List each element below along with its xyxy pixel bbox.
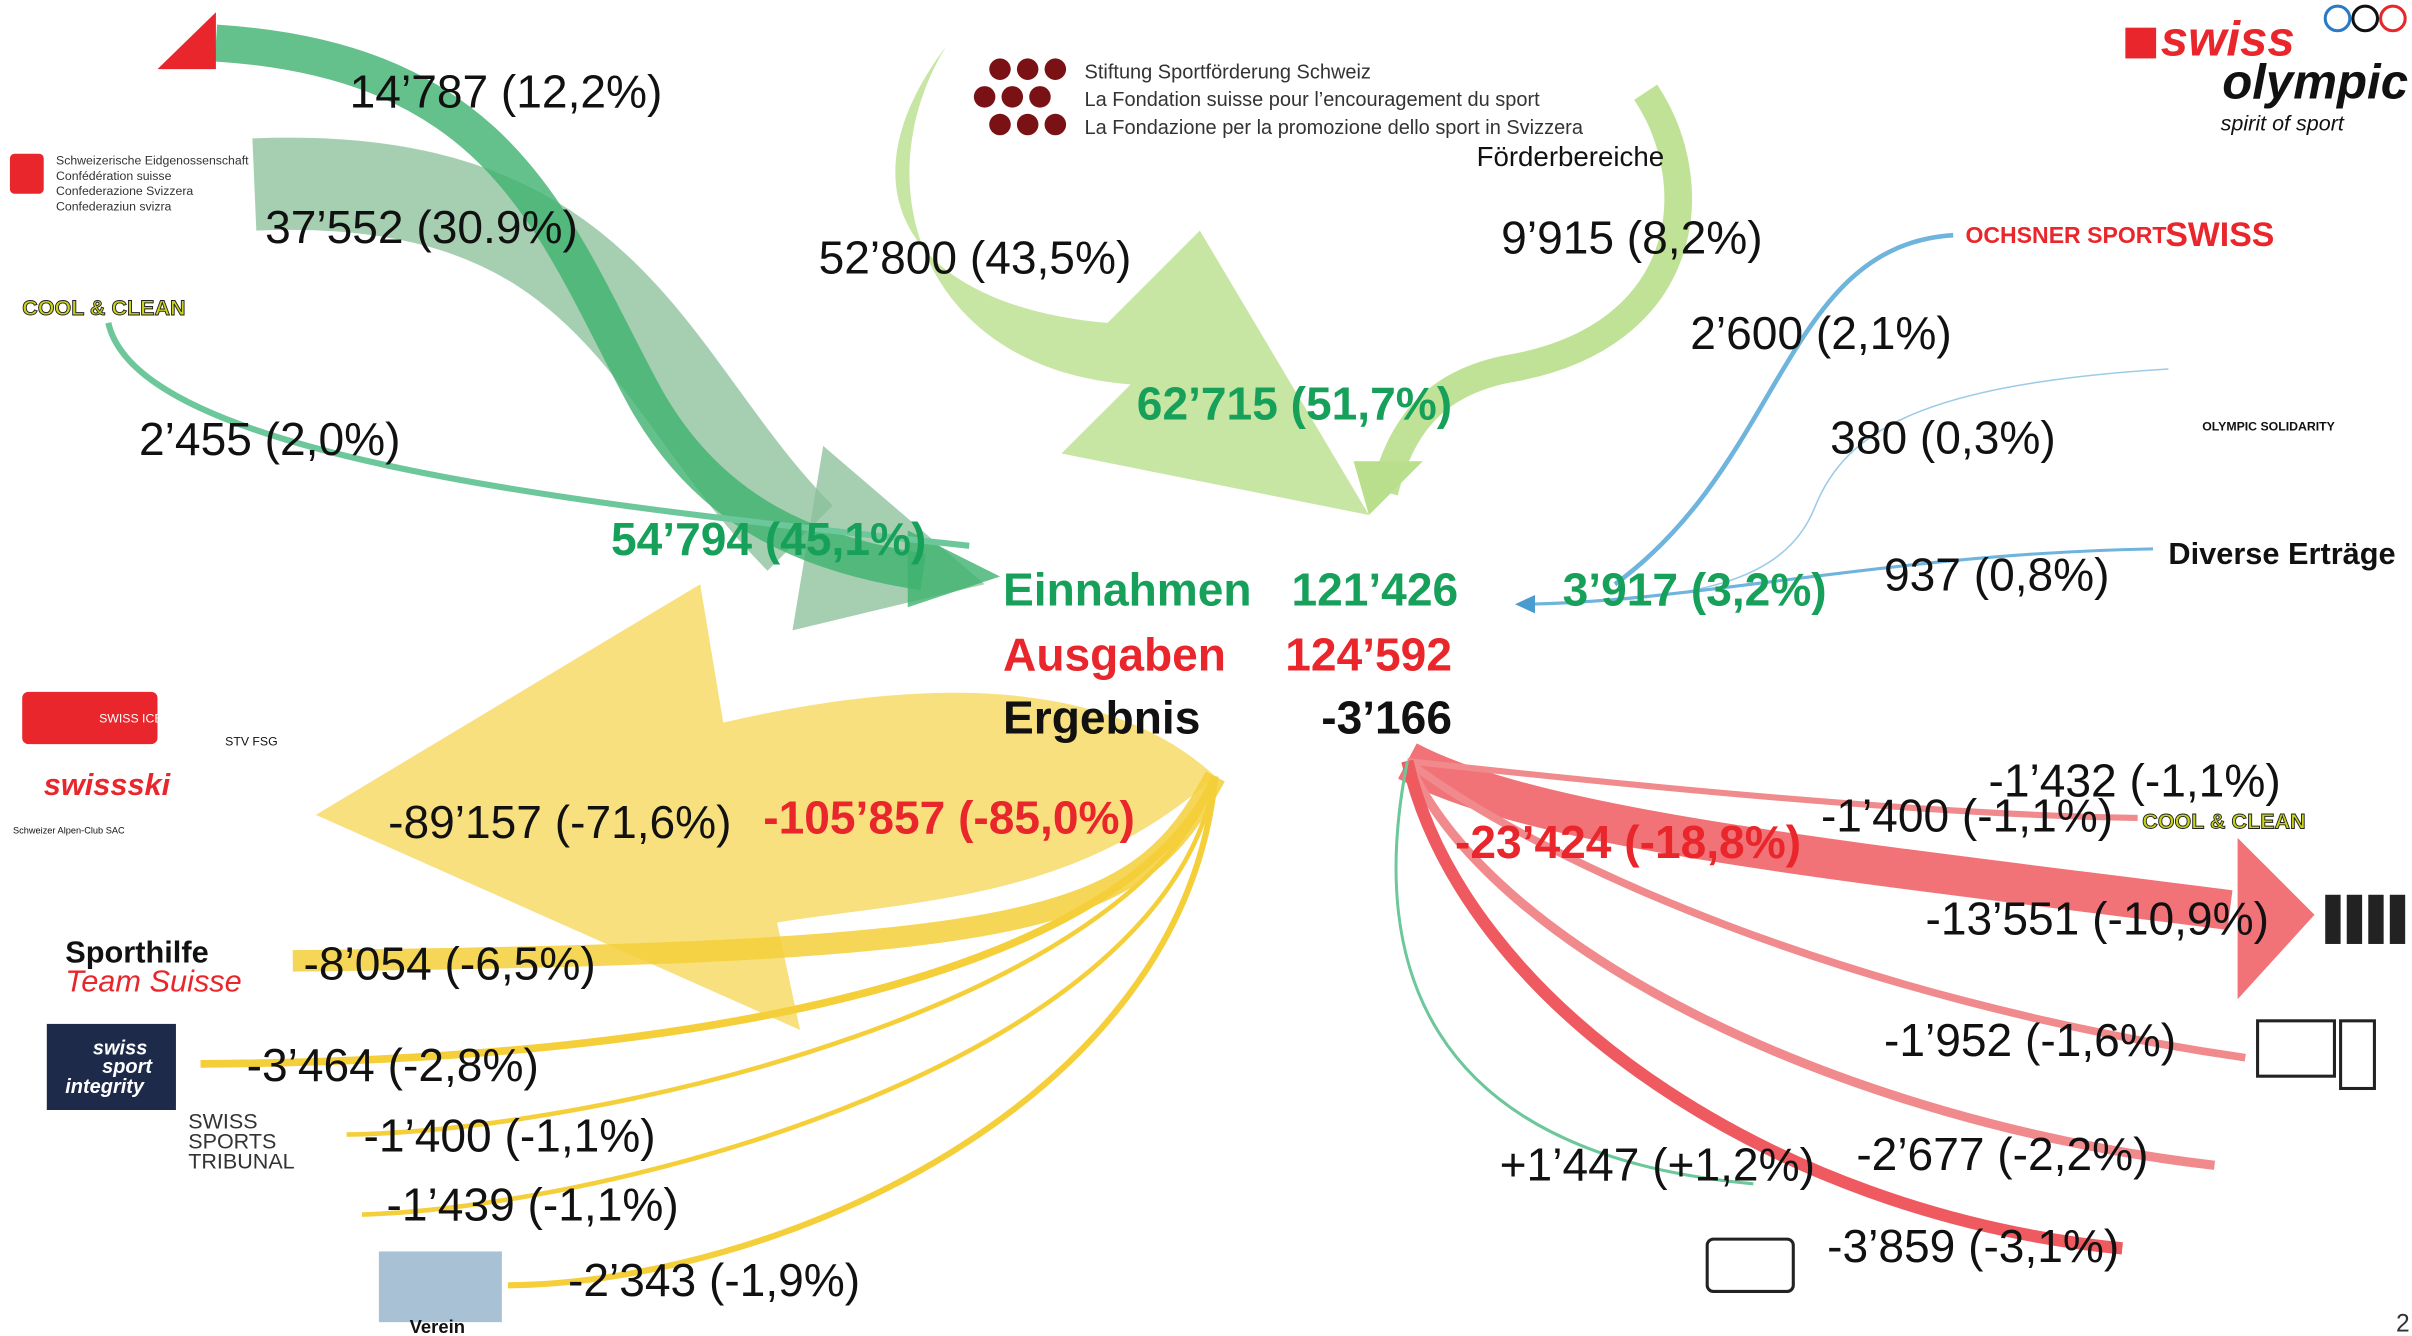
logo-text: STV FSG (225, 735, 278, 749)
logo-text: integrity (65, 1076, 145, 1098)
summary-value: -3’166 (1321, 691, 1452, 743)
logo-text: Confédération suisse (56, 169, 172, 183)
logo-text: swissski (44, 767, 172, 802)
flow-label: 52’800 (43,5%) (819, 232, 1132, 284)
summary-value: 124’592 (1285, 628, 1452, 680)
flow-label: -89’157 (-71,6%) (388, 796, 731, 848)
flow-label: 2’600 (2,1%) (1690, 307, 1951, 359)
logo-text: spirit of sport (2221, 112, 2345, 136)
logo-confed-shield (10, 154, 44, 194)
icon-computer (2258, 1021, 2335, 1076)
flow-label: -1’439 (-1,1%) (387, 1179, 679, 1231)
flow-label: 937 (0,8%) (1884, 548, 2110, 600)
flow-label: -105’857 (-85,0%) (763, 791, 1135, 843)
flow-label: -13’551 (-10,9%) (1926, 893, 2269, 945)
logo-text: Verein (410, 1316, 465, 1336)
flow-label: 3’917 (3,2%) (1563, 564, 1827, 616)
flow-label: 14’787 (12,2%) (350, 66, 663, 118)
stiftung-icons (974, 58, 1066, 135)
summary-value: 121’426 (1291, 564, 1458, 616)
flow-label: 2’455 (2,0%) (139, 413, 400, 465)
flow-label: 9’915 (8,2%) (1501, 212, 1762, 264)
flow-label: -23’424 (-18,8%) (1455, 816, 1801, 868)
logo-text: Confederaziun svizra (56, 200, 172, 214)
logo-text: La Fondazione per la promozione dello sp… (1085, 117, 1584, 139)
logo-olympic-flag (157, 12, 215, 69)
flow-label: -2’343 (-1,9%) (568, 1254, 860, 1306)
logo-text: COOL & CLEAN (2142, 810, 2305, 834)
page: { "summary": { "rows": [ {"label": "Einn… (0, 0, 2412, 1336)
diverse-label: Diverse Erträge (2168, 536, 2395, 571)
flow-label: -8’054 (-6,5%) (304, 937, 596, 989)
flow-label: -2’677 (-2,2%) (1856, 1128, 2148, 1180)
logo-text: TRIBUNAL (188, 1149, 294, 1173)
icon-money (1707, 1239, 1793, 1291)
flow-label: -1’400 (-1,1%) (364, 1110, 656, 1162)
summary-label: Einnahmen (1003, 564, 1252, 616)
logo-text: Team Suisse (65, 964, 242, 999)
summary-label: Ausgaben (1003, 628, 1226, 680)
flow-label: 54’794 (45,1%) (611, 513, 926, 565)
flow-label: 380 (0,3%) (1830, 412, 2056, 464)
logo-text: La Fondation suisse pour l’encouragement… (1085, 89, 1541, 111)
logo-text: sport (102, 1056, 153, 1078)
icon-tower (2341, 1021, 2375, 1089)
logo-text: SWISS (2165, 216, 2274, 254)
logo-text: Schweizerische Eidgenossenschaft (56, 154, 249, 168)
flow-label: 37’552 (30.9%) (265, 201, 578, 253)
foerder-label: Förderbereiche (1477, 141, 1665, 172)
icon-people (2325, 895, 2405, 944)
logo-text: OCHSNER SPORT (1965, 222, 2166, 248)
page-number: 2 (2396, 1310, 2410, 1336)
logo-text: SWISS ICE HOCKEY (99, 712, 218, 726)
logo-text: Confederazione Svizzera (56, 184, 193, 198)
flow-label: -1’952 (-1,6%) (1884, 1014, 2176, 1066)
olympic-rings (2325, 6, 2405, 31)
logo-verein (379, 1251, 502, 1322)
flow-label: -3’859 (-3,1%) (1827, 1220, 2119, 1272)
logo-text: Schweizer Alpen-Club SAC (13, 825, 125, 835)
flow-label: -3’464 (-2,8%) (247, 1039, 539, 1091)
flow-label: 62’715 (51,7%) (1137, 378, 1452, 430)
summary-label: Ergebnis (1003, 691, 1200, 743)
logo-text: OLYMPIC SOLIDARITY (2202, 419, 2335, 433)
flow-head (1515, 595, 1535, 613)
logo-text: COOL & CLEAN (22, 296, 185, 320)
slide: swiss olympic spirit of sport Schweizeri… (0, 0, 2412, 1336)
logo-text: Stiftung Sportförderung Schweiz (1085, 61, 1371, 83)
flow-label: +1’447 (+1,2%) (1500, 1139, 1815, 1191)
logo-text: olympic (2222, 54, 2408, 109)
flow-label: -1’400 (-1,1%) (1821, 790, 2113, 842)
logo-swiss-cross (2125, 28, 2156, 59)
